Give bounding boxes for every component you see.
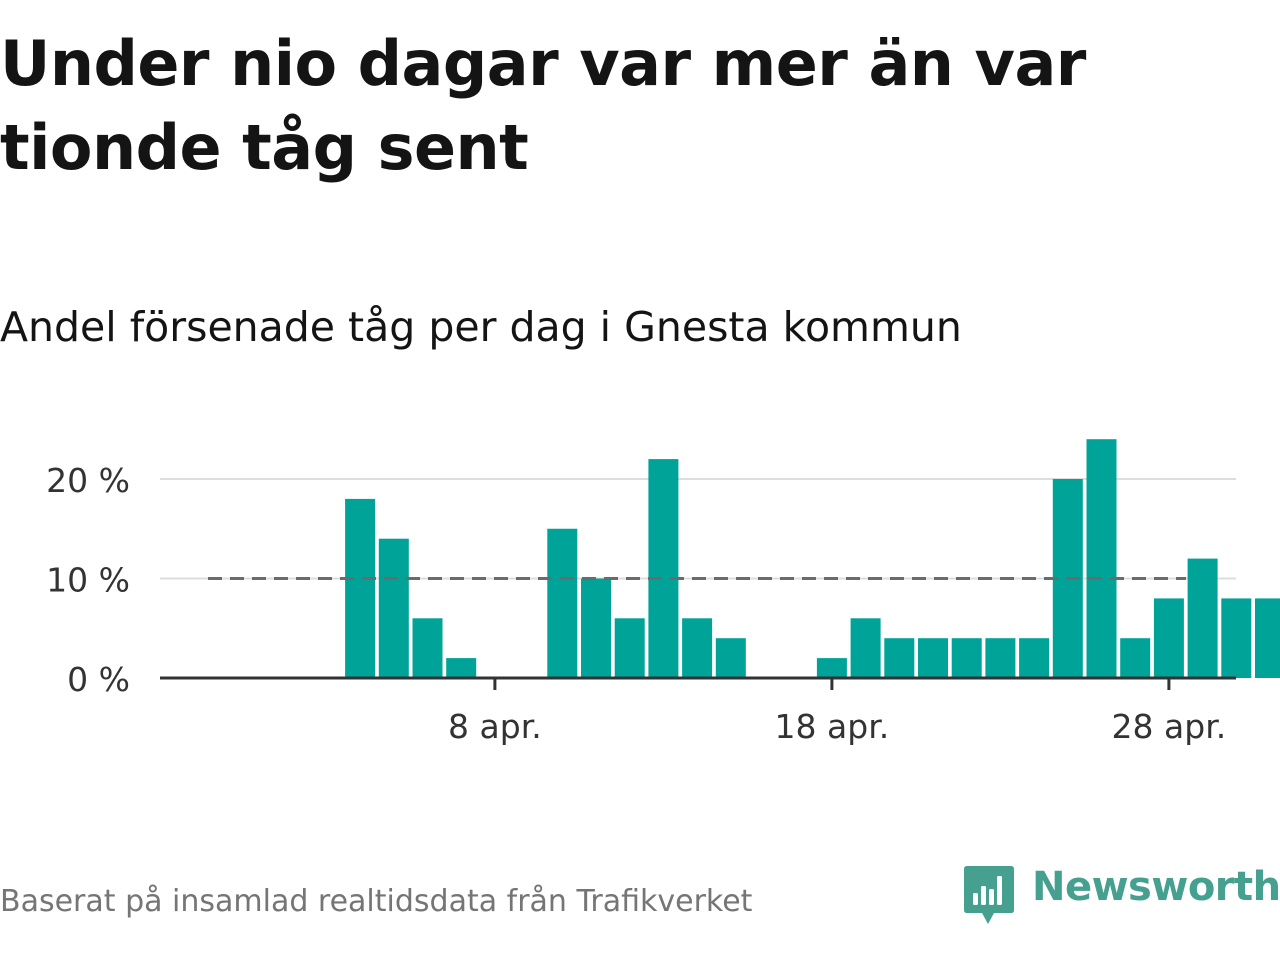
bar [951, 638, 982, 678]
bar [581, 578, 611, 678]
bar [985, 638, 1016, 678]
delayed-trains-bar-chart: 0 % 10 % 20 % 8 apr. 18 apr. 28 apr. [46, 439, 1280, 746]
bar [884, 638, 915, 678]
x-tick-label: 8 apr. [448, 707, 542, 746]
y-tick-label: 10 % [46, 561, 130, 600]
axes: 0 % 10 % 20 % 8 apr. 18 apr. 28 apr. [46, 461, 1236, 746]
brand-name: Newsworthy [1032, 864, 1280, 910]
bar [918, 638, 948, 678]
bar [1086, 439, 1117, 678]
bar [648, 459, 679, 678]
bar [412, 618, 443, 678]
y-tick-label: 0 % [67, 660, 130, 699]
bar [345, 498, 376, 678]
bar [1187, 558, 1218, 678]
x-tick-label: 18 apr. [775, 707, 890, 746]
bar [1221, 598, 1252, 678]
bar [446, 658, 477, 678]
bar [1153, 598, 1184, 678]
bar [614, 618, 645, 678]
bar [715, 638, 746, 678]
chart-title: Under nio dagar var mer än var tionde tå… [0, 27, 1086, 184]
newsworthy-logo-icon [964, 866, 1014, 924]
bar [1120, 638, 1151, 678]
bar [850, 618, 881, 678]
source-note: Baserat på insamlad realtidsdata från Tr… [0, 884, 753, 919]
bars [345, 439, 1280, 678]
y-tick-label: 20 % [46, 461, 130, 500]
chart-subtitle: Andel försenade tåg per dag i Gnesta kom… [0, 303, 962, 351]
bar [1019, 638, 1050, 678]
bar [378, 538, 409, 678]
bar [1255, 598, 1280, 678]
bar [547, 528, 578, 678]
x-tick-label: 28 apr. [1112, 707, 1227, 746]
brand-logo[interactable]: Newsworthy [964, 862, 1280, 928]
bar [682, 618, 713, 678]
bar [816, 658, 847, 678]
